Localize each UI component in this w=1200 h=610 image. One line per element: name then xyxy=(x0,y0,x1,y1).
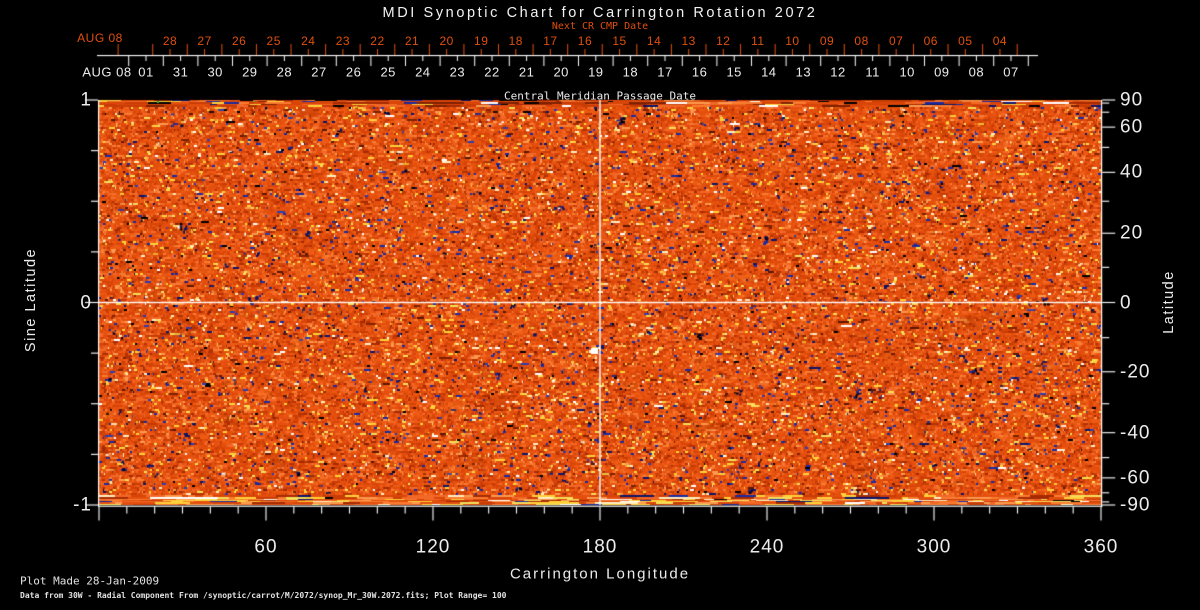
longitude-tick-label: 180 xyxy=(582,536,618,558)
latitude-tick-label: 0 xyxy=(1120,292,1132,313)
cmp-day-label: 07 xyxy=(1003,64,1019,80)
next-cr-day-label: 11 xyxy=(751,34,765,48)
cmp-day-label: 15 xyxy=(726,64,742,80)
cmp-day-label: 19 xyxy=(588,64,604,80)
cmp-day-label: 24 xyxy=(415,64,431,80)
next-cr-day-label: 15 xyxy=(612,34,627,48)
longitude-tick-label: 300 xyxy=(916,536,952,558)
latitude-tick-label: -90 xyxy=(1120,494,1151,516)
longitude-tick-label: 360 xyxy=(1083,536,1119,558)
left-axis-title: Sine Latitude xyxy=(22,247,39,353)
next-cr-day-label: 14 xyxy=(646,34,662,48)
cmp-day-label: 11 xyxy=(865,64,880,80)
next-cr-day-label: 06 xyxy=(923,34,938,48)
next-cr-day-label: 07 xyxy=(888,34,904,48)
latitude-tick-label: -60 xyxy=(1120,467,1151,489)
cmp-month-label: AUG 08 xyxy=(82,64,132,80)
latitude-tick-label: 60 xyxy=(1120,116,1144,138)
right-axis-title: Latitude xyxy=(1160,270,1177,334)
cmp-day-label: 21 xyxy=(518,64,535,80)
cmp-day-label: 16 xyxy=(691,64,708,80)
next-cr-day-label: 13 xyxy=(681,34,696,48)
cmp-day-label: 27 xyxy=(311,64,327,80)
cmp-day-label: 31 xyxy=(172,64,189,80)
cmp-day-label: 28 xyxy=(276,64,293,80)
next-cr-day-label: 12 xyxy=(716,34,731,48)
latitude-tick-label: 40 xyxy=(1120,161,1144,183)
next-cr-day-label: 04 xyxy=(992,34,1008,48)
cmp-day-label: 30 xyxy=(207,64,223,80)
cmp-day-label: 01 xyxy=(138,64,154,80)
cmp-day-label: 20 xyxy=(553,64,569,80)
next-cr-day-label: 25 xyxy=(266,34,281,48)
next-cr-day-label: 27 xyxy=(197,34,212,48)
latitude-tick-label: 90 xyxy=(1120,89,1144,111)
next-cr-day-label: 16 xyxy=(577,34,593,48)
cmp-day-label: 08 xyxy=(968,64,985,80)
longitude-tick-label: 60 xyxy=(254,536,278,558)
chart-title: MDI Synoptic Chart for Carrington Rotati… xyxy=(382,4,818,21)
next-cr-day-label: 08 xyxy=(854,34,869,48)
next-cr-day-label: 23 xyxy=(335,34,351,48)
cmp-day-label: 09 xyxy=(934,64,950,80)
sine-latitude-tick-label: 1 xyxy=(80,89,92,111)
next-cr-day-label: 10 xyxy=(785,34,800,48)
cmp-day-label: 25 xyxy=(380,64,396,80)
next-cr-day-label: 20 xyxy=(439,34,454,48)
cmp-day-label: 29 xyxy=(242,64,258,80)
latitude-tick-label: -40 xyxy=(1120,422,1151,444)
latitude-tick-label: -20 xyxy=(1120,361,1151,383)
next-cr-day-label: 19 xyxy=(474,34,489,48)
cmp-day-label: 17 xyxy=(657,64,673,80)
next-cr-day-label: 26 xyxy=(231,34,247,48)
cmp-day-label: 13 xyxy=(795,64,812,80)
next-cr-day-label: 17 xyxy=(543,34,558,48)
next-cr-day-label: 05 xyxy=(958,34,973,48)
longitude-tick-label: 240 xyxy=(749,536,785,558)
cmp-day-label: 23 xyxy=(449,64,466,80)
next-cr-axis-caption: Next CR CMP Date xyxy=(551,21,649,32)
next-cr-day-label: 22 xyxy=(370,34,385,48)
x-axis-title: Carrington Longitude xyxy=(509,565,691,583)
cmp-day-label: 18 xyxy=(622,64,639,80)
next-cr-day-label: 24 xyxy=(301,34,316,48)
cmp-day-label: 12 xyxy=(830,64,846,80)
data-source-text: Data from 30W - Radial Component From /s… xyxy=(20,591,507,600)
next-cr-day-label: 09 xyxy=(819,34,835,48)
sine-latitude-tick-label: -1 xyxy=(73,494,92,516)
cmp-day-label: 14 xyxy=(761,64,777,80)
next-cr-day-label: 21 xyxy=(404,34,420,48)
next-cr-day-label: 18 xyxy=(508,34,523,48)
sine-latitude-tick-label: 0 xyxy=(80,292,92,313)
next-cr-month-label: AUG 08 xyxy=(77,31,123,45)
cmp-day-label: 22 xyxy=(484,64,500,80)
plot-made-text: Plot Made 28-Jan-2009 xyxy=(20,574,160,588)
latitude-tick-label: 20 xyxy=(1120,222,1144,244)
cmp-axis-caption: Central Meridian Passage Date xyxy=(503,89,697,103)
next-cr-day-label: 28 xyxy=(162,34,178,48)
cmp-day-label: 10 xyxy=(899,64,915,80)
cmp-day-label: 26 xyxy=(345,64,362,80)
longitude-tick-label: 120 xyxy=(415,536,451,558)
